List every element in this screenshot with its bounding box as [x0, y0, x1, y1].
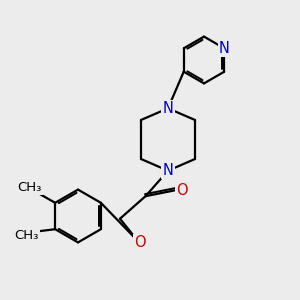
Text: N: N	[219, 41, 230, 56]
Text: CH₃: CH₃	[17, 181, 42, 194]
Text: O: O	[135, 235, 146, 250]
Text: N: N	[163, 163, 173, 178]
Text: O: O	[176, 183, 187, 198]
Text: N: N	[163, 101, 173, 116]
Text: CH₃: CH₃	[14, 229, 39, 242]
